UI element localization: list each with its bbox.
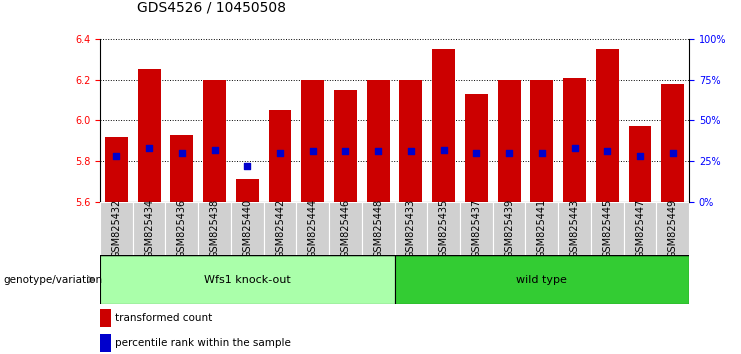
Point <box>307 148 319 154</box>
Text: GSM825436: GSM825436 <box>177 199 187 258</box>
Text: wild type: wild type <box>516 275 568 285</box>
Bar <box>100 334 110 352</box>
Point <box>339 148 351 154</box>
Point <box>209 147 221 153</box>
Point <box>667 150 679 156</box>
Bar <box>432 49 455 202</box>
Bar <box>170 135 193 202</box>
Text: GSM825447: GSM825447 <box>635 199 645 258</box>
FancyBboxPatch shape <box>100 202 133 255</box>
Point <box>242 163 253 169</box>
Text: transformed count: transformed count <box>115 313 212 323</box>
Point <box>405 148 417 154</box>
FancyBboxPatch shape <box>394 255 689 304</box>
FancyBboxPatch shape <box>525 202 558 255</box>
Text: GSM825437: GSM825437 <box>471 199 482 258</box>
Text: GSM825446: GSM825446 <box>341 199 350 258</box>
Text: GSM825449: GSM825449 <box>668 199 678 258</box>
Text: GSM825443: GSM825443 <box>570 199 579 258</box>
Bar <box>498 80 521 202</box>
Text: GSM825442: GSM825442 <box>275 199 285 258</box>
Bar <box>203 80 226 202</box>
Text: genotype/variation: genotype/variation <box>4 275 103 285</box>
Bar <box>563 78 586 202</box>
FancyBboxPatch shape <box>329 202 362 255</box>
Text: GSM825438: GSM825438 <box>210 199 219 258</box>
Text: GSM825441: GSM825441 <box>537 199 547 258</box>
Text: GSM825435: GSM825435 <box>439 199 448 258</box>
Bar <box>367 80 390 202</box>
Text: GSM825439: GSM825439 <box>504 199 514 258</box>
Text: GSM825448: GSM825448 <box>373 199 383 258</box>
Text: GSM825433: GSM825433 <box>406 199 416 258</box>
Bar <box>628 126 651 202</box>
FancyBboxPatch shape <box>199 202 231 255</box>
Text: GSM825434: GSM825434 <box>144 199 154 258</box>
Point <box>274 150 286 156</box>
Bar <box>661 84 684 202</box>
Text: Wfs1 knock-out: Wfs1 knock-out <box>204 275 290 285</box>
Text: GSM825432: GSM825432 <box>111 199 122 258</box>
FancyBboxPatch shape <box>394 202 428 255</box>
Text: GDS4526 / 10450508: GDS4526 / 10450508 <box>137 0 286 14</box>
Bar <box>236 179 259 202</box>
Point <box>503 150 515 156</box>
Point <box>372 148 384 154</box>
Bar <box>138 69 161 202</box>
Bar <box>100 309 110 327</box>
FancyBboxPatch shape <box>624 202 657 255</box>
FancyBboxPatch shape <box>264 202 296 255</box>
FancyBboxPatch shape <box>493 202 525 255</box>
Bar <box>399 80 422 202</box>
FancyBboxPatch shape <box>657 202 689 255</box>
FancyBboxPatch shape <box>165 202 199 255</box>
Bar <box>334 90 357 202</box>
FancyBboxPatch shape <box>100 255 394 304</box>
Text: GSM825444: GSM825444 <box>308 199 318 258</box>
Text: GSM825440: GSM825440 <box>242 199 252 258</box>
FancyBboxPatch shape <box>428 202 460 255</box>
Point <box>634 153 646 159</box>
Point <box>536 150 548 156</box>
Point <box>176 150 187 156</box>
FancyBboxPatch shape <box>460 202 493 255</box>
FancyBboxPatch shape <box>296 202 329 255</box>
FancyBboxPatch shape <box>362 202 394 255</box>
Bar <box>105 137 128 202</box>
FancyBboxPatch shape <box>591 202 624 255</box>
FancyBboxPatch shape <box>231 202 264 255</box>
Point <box>143 145 155 151</box>
Bar <box>531 80 554 202</box>
Point <box>568 145 580 151</box>
Bar <box>465 94 488 202</box>
FancyBboxPatch shape <box>133 202 165 255</box>
Bar <box>596 49 619 202</box>
Text: percentile rank within the sample: percentile rank within the sample <box>115 338 290 348</box>
Bar <box>302 80 325 202</box>
Point <box>602 148 614 154</box>
FancyBboxPatch shape <box>558 202 591 255</box>
Point <box>471 150 482 156</box>
Point <box>438 147 450 153</box>
Bar <box>268 110 291 202</box>
Point <box>110 153 122 159</box>
Text: GSM825445: GSM825445 <box>602 199 612 258</box>
